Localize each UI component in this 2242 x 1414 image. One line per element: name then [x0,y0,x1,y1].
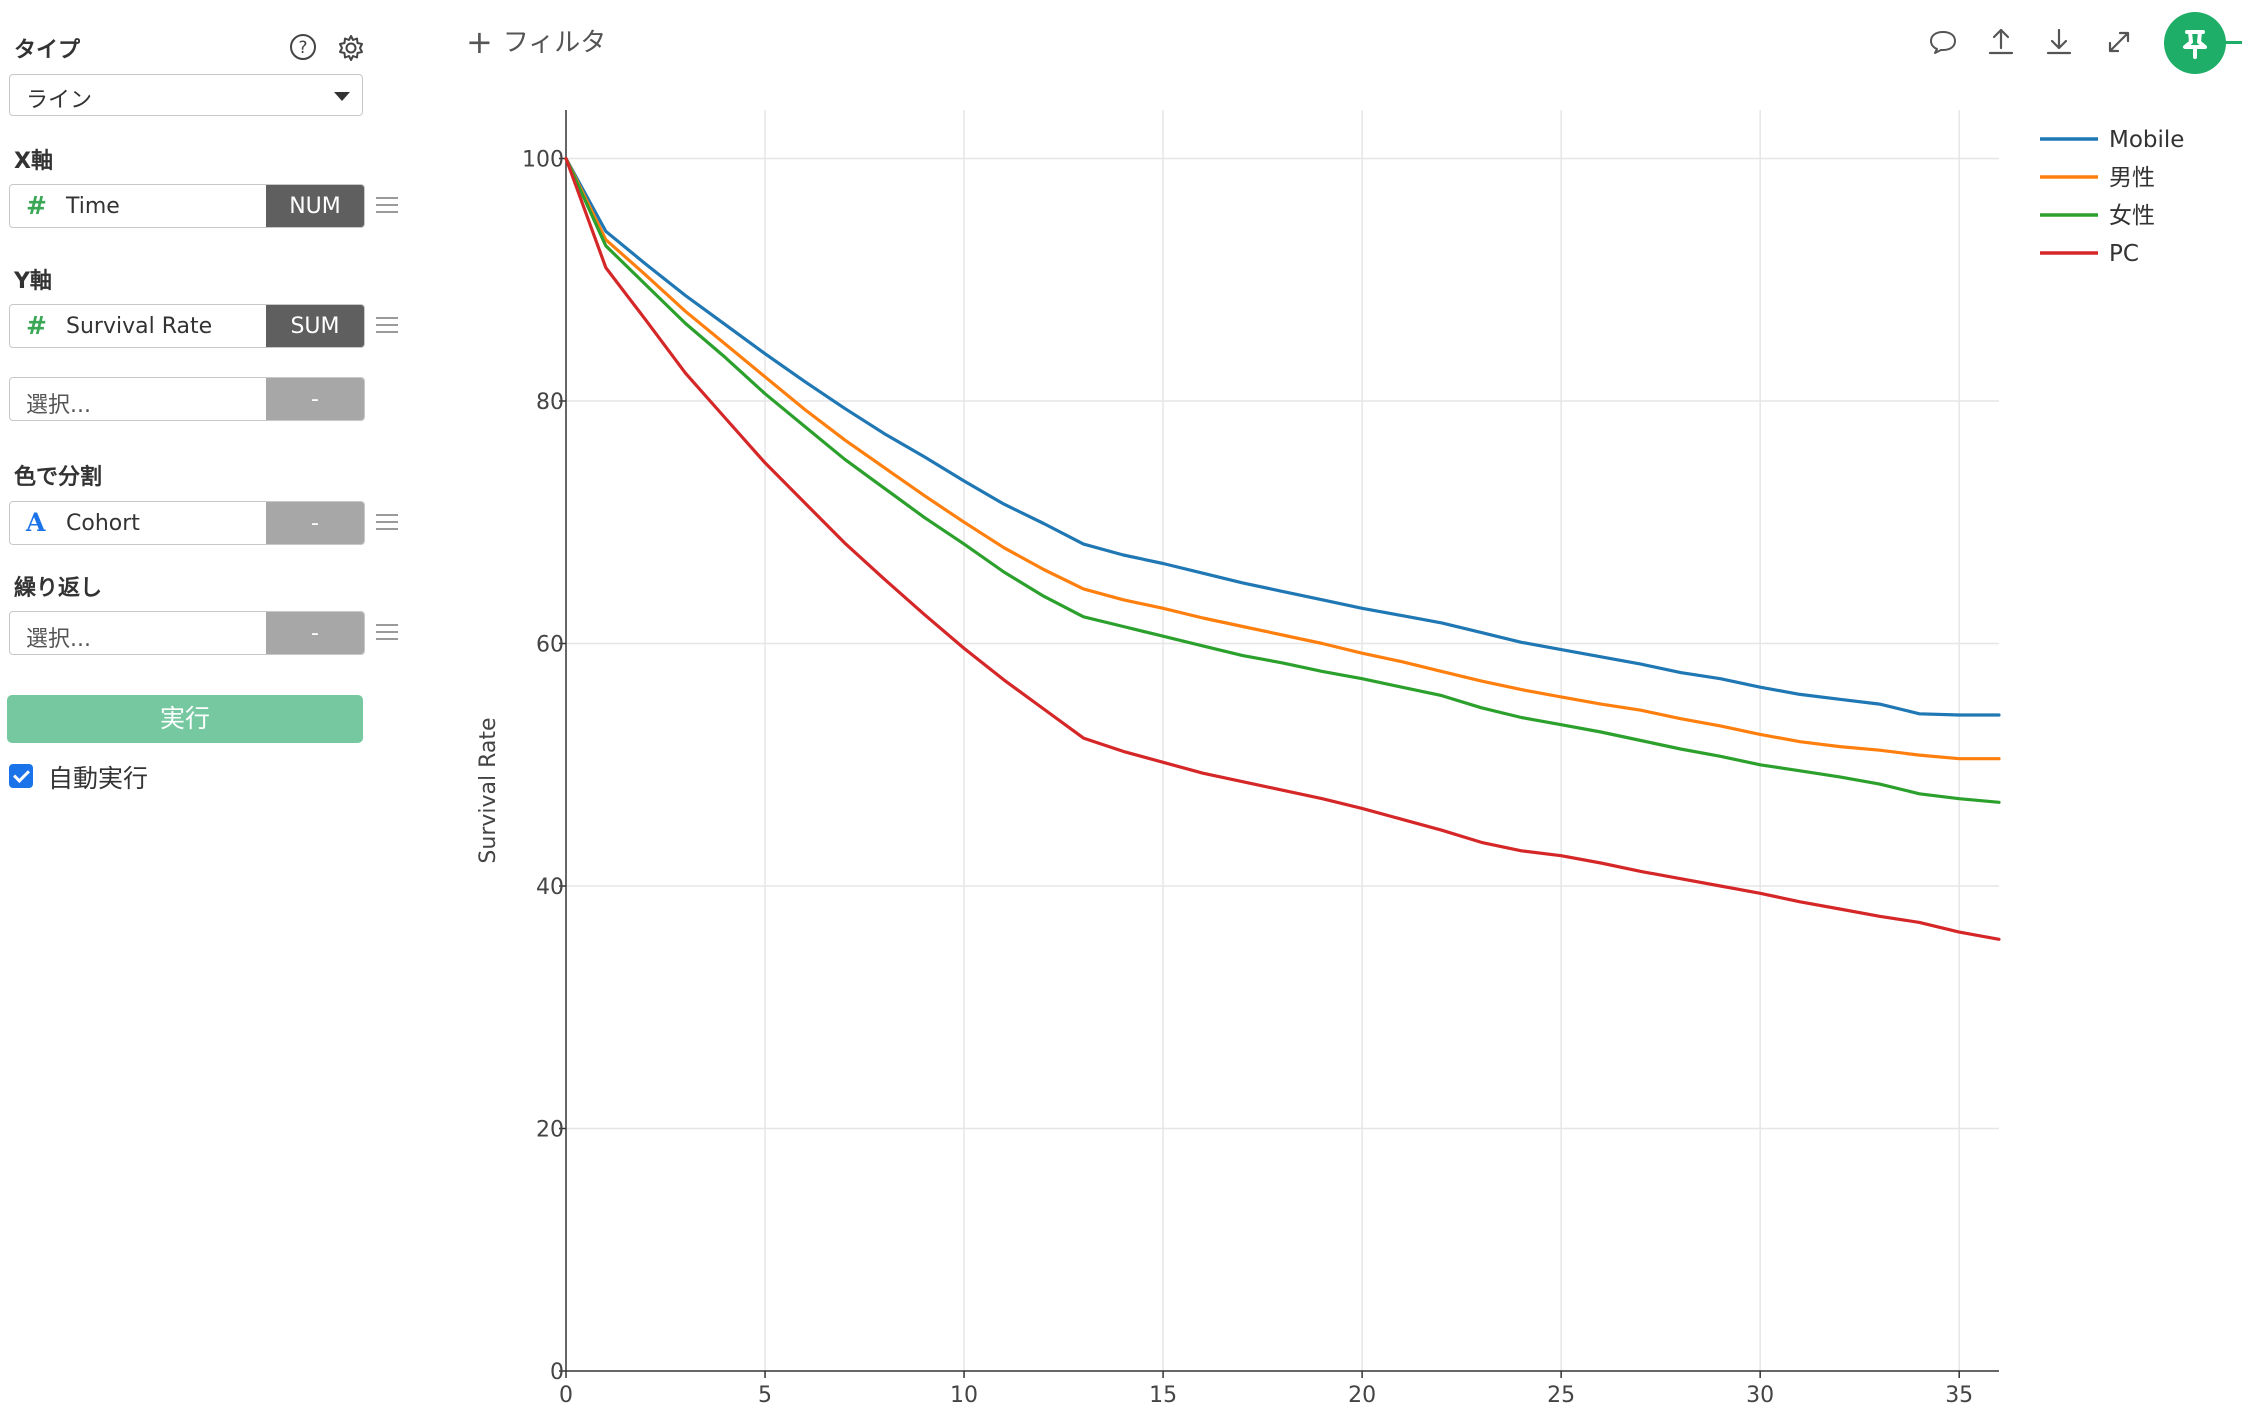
series-line-女性 [564,156,2001,804]
y-axis-extra-select[interactable]: 選択... - [9,377,365,421]
chart-series [564,156,2001,941]
svg-text:?: ? [298,38,307,58]
plus-icon: + [466,23,493,61]
x-tick-label: 30 [1746,1383,1774,1408]
y-tick-label: 0 [550,1360,564,1385]
numeric-type-icon: # [26,191,47,220]
chart-grid [566,110,1999,1371]
y-tick-label: 40 [536,875,564,900]
y-axis-field[interactable]: # Survival Rate SUM [9,304,365,348]
gear-icon[interactable] [336,33,366,63]
repeat-placeholder: 選択... [26,627,91,652]
y-axis-extra-aggregation-button[interactable]: - [266,378,364,420]
chart-type-select[interactable]: ライン [9,74,363,116]
pin-connector [2224,41,2242,44]
color-split-field-name: Cohort [66,511,140,536]
y-axis-extra-placeholder: 選択... [26,393,91,418]
x-tick-label: 10 [950,1383,978,1408]
x-axis-menu-icon[interactable] [376,197,398,215]
numeric-type-icon: # [26,311,47,340]
chart-type-value: ライン [26,88,93,113]
x-axis-field[interactable]: # Time NUM [9,184,365,228]
pin-icon [2183,30,2207,59]
color-split-aggregation-button[interactable]: - [266,502,364,544]
x-tick-label: 0 [559,1383,573,1408]
x-tick-label: 20 [1348,1383,1376,1408]
x-axis-label: X軸 [14,149,53,174]
y-tick-label: 20 [536,1118,564,1143]
repeat-field[interactable]: 選択... - [9,611,365,655]
y-tick-label: 100 [522,148,564,173]
series-line-男性 [564,156,2001,761]
y-tick-label: 80 [536,390,564,415]
x-axis-field-name: Time [66,194,120,219]
repeat-menu-icon[interactable] [376,624,398,642]
series-line-Mobile [564,156,2001,717]
legend-label: 男性 [2109,165,2155,191]
y-axis-label: Y軸 [14,269,52,294]
y-axis-menu-icon[interactable] [376,317,398,335]
add-filter-button[interactable]: + フィルタ [466,22,606,61]
filter-label: フィルタ [502,28,607,58]
color-split-field[interactable]: A Cohort - [9,501,365,545]
color-split-label: 色で分割 [14,465,103,490]
pin-button[interactable] [2164,12,2226,74]
chevron-down-icon [334,92,350,101]
comment-icon[interactable] [1925,24,1961,60]
x-tick-label: 5 [758,1383,772,1408]
help-icon[interactable]: ? [288,32,318,62]
y-axis-title: Survival Rate [476,717,501,863]
color-split-menu-icon[interactable] [376,514,398,532]
auto-run-checkbox[interactable] [9,764,33,788]
x-tick-label: 15 [1149,1383,1177,1408]
expand-icon[interactable] [2101,24,2137,60]
chart-axes: 0 5 10 15 20 25 30 35 0 20 40 60 80 100 Survival Rate [476,110,1999,1408]
y-axis-aggregation-button[interactable]: SUM [266,305,364,347]
x-axis-aggregation-button[interactable]: NUM [266,185,364,227]
repeat-label: 繰り返し [14,576,103,601]
x-tick-label: 35 [1945,1383,1973,1408]
legend-label: 女性 [2109,203,2155,229]
text-type-icon: A [26,508,46,537]
x-tick-label: 25 [1547,1383,1575,1408]
legend-label: Mobile [2109,127,2184,153]
repeat-aggregation-button[interactable]: - [266,612,364,654]
upload-icon[interactable] [1983,24,2019,60]
series-line-PC [564,156,2001,941]
chart-type-label: タイプ [14,38,81,63]
download-icon[interactable] [2041,24,2077,60]
auto-run-label: 自動実行 [48,764,149,793]
y-axis-field-name: Survival Rate [66,314,213,339]
chart-settings-panel: タイプ ? ライン X軸 # Time NUM Y軸 # Survival Ra [0,0,420,1414]
run-button[interactable]: 実行 [7,695,363,743]
y-tick-label: 60 [536,633,564,658]
legend-label: PC [2109,241,2139,267]
